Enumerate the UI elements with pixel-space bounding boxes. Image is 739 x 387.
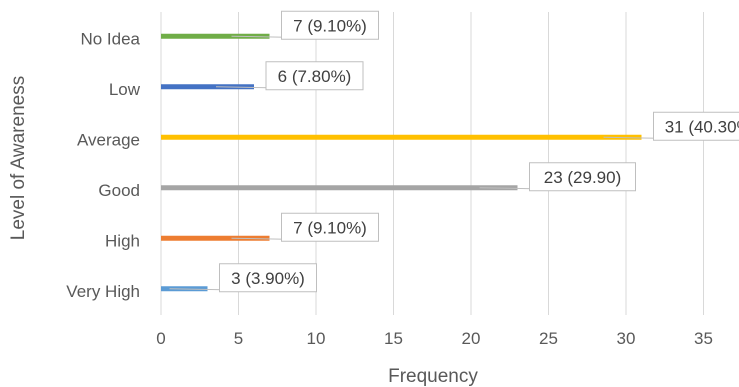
x-tick-label: 0 <box>156 329 165 348</box>
category-label: Very High <box>66 282 140 301</box>
callout-box <box>529 162 636 192</box>
x-tick-label: 25 <box>539 329 558 348</box>
category-label: Good <box>98 181 140 200</box>
y-axis-title: Level of Awareness <box>8 76 29 240</box>
bar <box>161 235 270 241</box>
x-tick-label: 35 <box>694 329 713 348</box>
x-axis-title: Frequency <box>388 366 478 387</box>
bar <box>161 84 254 90</box>
x-tick-label: 20 <box>462 329 481 348</box>
data-labels: 7 (9.10%) 6 (7.80%) 31 (40.30%) 23 (29.90) 7… <box>169 10 739 293</box>
data-label: 23 (29.90) <box>544 168 622 187</box>
data-label: 31 (40.30%) <box>665 117 739 136</box>
bar <box>161 185 518 191</box>
callout-leader <box>479 187 534 190</box>
x-tick-labels: 0 5 10 15 20 25 30 35 <box>156 329 713 348</box>
callout-leader <box>603 136 658 139</box>
data-label: 7 (9.10%) <box>293 16 367 35</box>
x-tick-label: 15 <box>384 329 403 348</box>
callout-leader <box>169 288 224 291</box>
bar <box>161 33 270 39</box>
x-tick-label: 30 <box>617 329 636 348</box>
x-tick-label: 5 <box>234 329 243 348</box>
callout-box <box>281 212 379 242</box>
callout-leader <box>231 35 286 38</box>
callout-leader <box>231 237 286 240</box>
data-label: 6 (7.80%) <box>278 67 352 86</box>
category-label: High <box>105 231 140 250</box>
callout-leader <box>215 86 271 89</box>
x-tick-label: 10 <box>307 329 326 348</box>
callout-box <box>653 111 739 141</box>
data-label: 7 (9.10%) <box>293 218 367 237</box>
bar <box>161 134 642 140</box>
callout-box <box>219 263 317 293</box>
category-label: Average <box>77 130 140 149</box>
callout-box <box>265 61 364 91</box>
category-label: No Idea <box>80 29 140 48</box>
data-label: 3 (3.90%) <box>231 269 305 288</box>
category-label: Low <box>109 80 141 99</box>
callout-box <box>281 10 379 40</box>
category-labels: No Idea Low Average Good High Very High <box>66 29 140 301</box>
